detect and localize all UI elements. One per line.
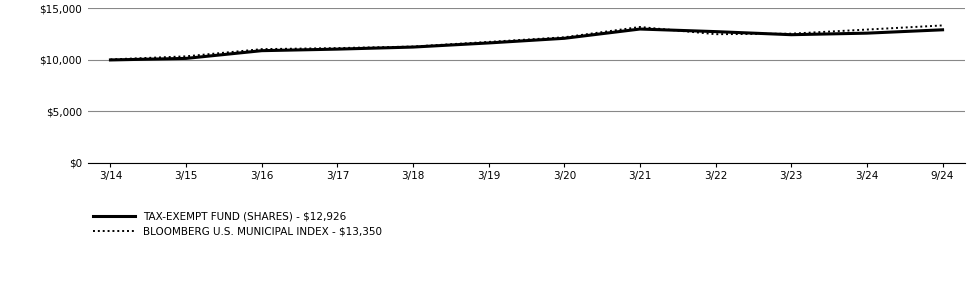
Legend: TAX-EXEMPT FUND (SHARES) - $12,926, BLOOMBERG U.S. MUNICIPAL INDEX - $13,350: TAX-EXEMPT FUND (SHARES) - $12,926, BLOO… xyxy=(93,212,382,237)
